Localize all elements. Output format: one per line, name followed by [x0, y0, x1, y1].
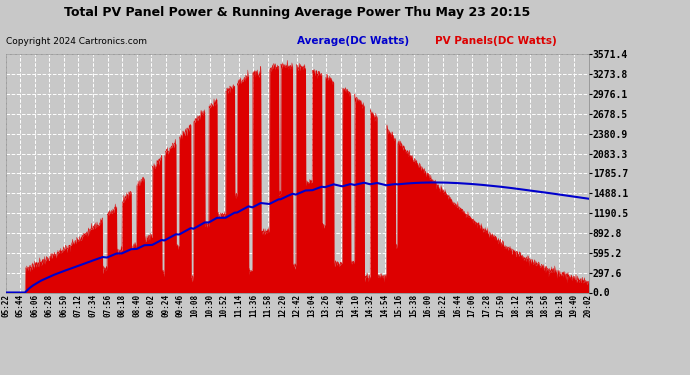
- Text: PV Panels(DC Watts): PV Panels(DC Watts): [435, 36, 556, 46]
- Text: Average(DC Watts): Average(DC Watts): [297, 36, 408, 46]
- Text: Copyright 2024 Cartronics.com: Copyright 2024 Cartronics.com: [6, 38, 146, 46]
- Text: Total PV Panel Power & Running Average Power Thu May 23 20:15: Total PV Panel Power & Running Average P…: [64, 6, 530, 19]
